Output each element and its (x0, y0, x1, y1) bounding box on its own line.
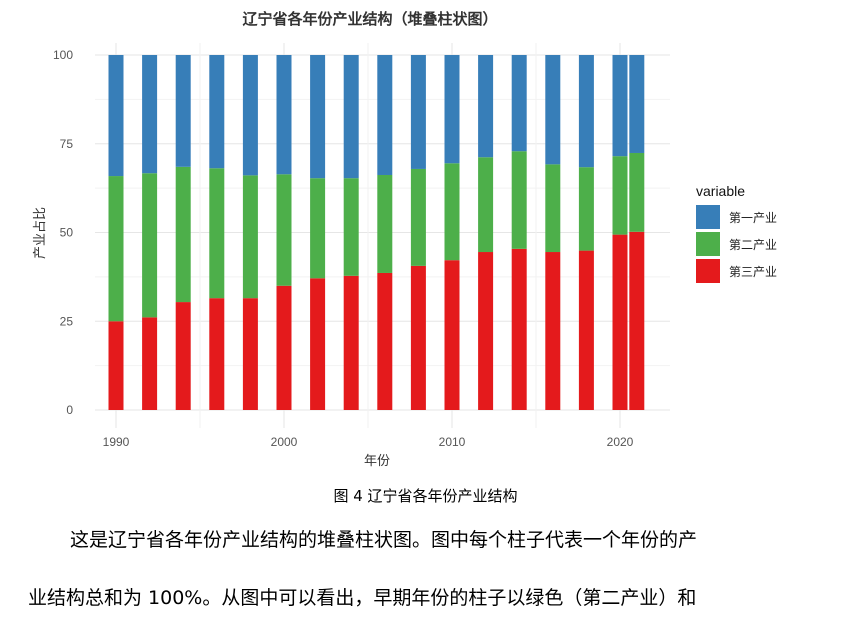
x-tick-label: 2000 (271, 435, 298, 449)
y-tick-label: 25 (60, 314, 74, 328)
bar-2008-第一产业 (410, 55, 426, 169)
bar-2012-第一产业 (478, 55, 494, 158)
bar-2016-第一产业 (545, 55, 561, 165)
x-axis-label: 年份 (364, 454, 390, 469)
bar-2021-第二产业 (629, 152, 645, 232)
bar-2002-第二产业 (310, 178, 326, 279)
x-tick-label: 2020 (607, 435, 634, 449)
bar-1990-第一产业 (108, 55, 124, 177)
bar-1994-第三产业 (175, 302, 191, 410)
bar-1990-第三产业 (108, 321, 124, 410)
bar-2000-第二产业 (276, 174, 292, 286)
legend-swatch-3 (696, 259, 720, 283)
bar-2020-第二产业 (612, 156, 628, 235)
bar-2000-第三产业 (276, 285, 292, 410)
bar-2008-第二产业 (410, 168, 426, 266)
bar-2014-第一产业 (511, 55, 527, 152)
bar-1994-第一产业 (175, 55, 191, 167)
bar-1996-第二产业 (209, 168, 225, 299)
bar-2000-第一产业 (276, 55, 292, 175)
bar-2021-第三产业 (629, 231, 645, 410)
bar-2004-第三产业 (343, 275, 359, 410)
bar-1996-第三产业 (209, 298, 225, 410)
bar-2010-第二产业 (444, 163, 460, 261)
bar-2006-第二产业 (377, 174, 393, 273)
paragraph-line-2: 业结构总和为 100%。从图中可以看出，早期年份的柱子以绿色（第二产业）和 (28, 587, 697, 609)
legend-label-2: 第二产业 (729, 238, 777, 252)
bar-1992-第一产业 (142, 55, 158, 174)
bar-2016-第三产业 (545, 252, 561, 410)
bar-2018-第一产业 (578, 55, 594, 168)
bar-1994-第二产业 (175, 166, 191, 303)
bar-2021-第一产业 (629, 55, 645, 153)
bar-1998-第二产业 (242, 175, 258, 299)
bar-2012-第三产业 (478, 252, 494, 410)
bars (108, 55, 645, 410)
stacked-bar-chart: 0 25 50 75 100 1990 2000 2010 2020 辽宁省各年份产业结构（堆叠… (33, 10, 777, 469)
y-tick-label: 75 (60, 137, 74, 151)
bar-1992-第三产业 (142, 317, 158, 410)
bar-2020-第三产业 (612, 234, 628, 410)
bar-2006-第一产业 (377, 55, 393, 175)
x-tick-label: 2010 (439, 435, 466, 449)
y-tick-label: 0 (66, 403, 73, 417)
bar-2002-第一产业 (310, 55, 326, 179)
bar-2016-第二产业 (545, 164, 561, 253)
legend-swatch-1 (696, 205, 720, 229)
chart-title: 辽宁省各年份产业结构（堆叠柱状图） (242, 10, 497, 28)
bar-2010-第一产业 (444, 55, 460, 164)
bar-1996-第一产业 (209, 55, 225, 169)
bar-1998-第三产业 (242, 298, 258, 410)
axes: 0 25 50 75 100 1990 2000 2010 2020 (53, 48, 634, 449)
bar-2018-第三产业 (578, 250, 594, 410)
bar-1998-第一产业 (242, 55, 258, 176)
paragraph-line-1: 这是辽宁省各年份产业结构的堆叠柱状图。图中每个柱子代表一个年份的产 (70, 529, 698, 551)
legend-label-1: 第一产业 (729, 211, 777, 225)
bar-1992-第二产业 (142, 173, 158, 318)
bar-2006-第三产业 (377, 272, 393, 410)
bar-2014-第二产业 (511, 151, 527, 249)
y-axis-label: 产业占比 (33, 207, 48, 259)
bar-2018-第二产业 (578, 167, 594, 251)
bar-2004-第二产业 (343, 178, 359, 276)
figure-caption: 图 4 辽宁省各年份产业结构 (333, 487, 518, 505)
x-tick-label: 1990 (103, 435, 130, 449)
bar-2002-第三产业 (310, 278, 326, 410)
y-tick-label: 50 (60, 226, 74, 240)
y-tick-label: 100 (53, 48, 73, 62)
bar-2010-第三产业 (444, 260, 460, 410)
bar-2020-第一产业 (612, 55, 628, 157)
bar-2014-第三产业 (511, 248, 527, 410)
bar-2004-第一产业 (343, 55, 359, 179)
legend-swatch-2 (696, 232, 720, 256)
bar-2012-第二产业 (478, 157, 494, 253)
legend-title: variable (696, 183, 745, 199)
bar-1990-第二产业 (108, 176, 124, 322)
legend-label-3: 第三产业 (729, 265, 777, 279)
bar-2008-第三产业 (410, 265, 426, 410)
